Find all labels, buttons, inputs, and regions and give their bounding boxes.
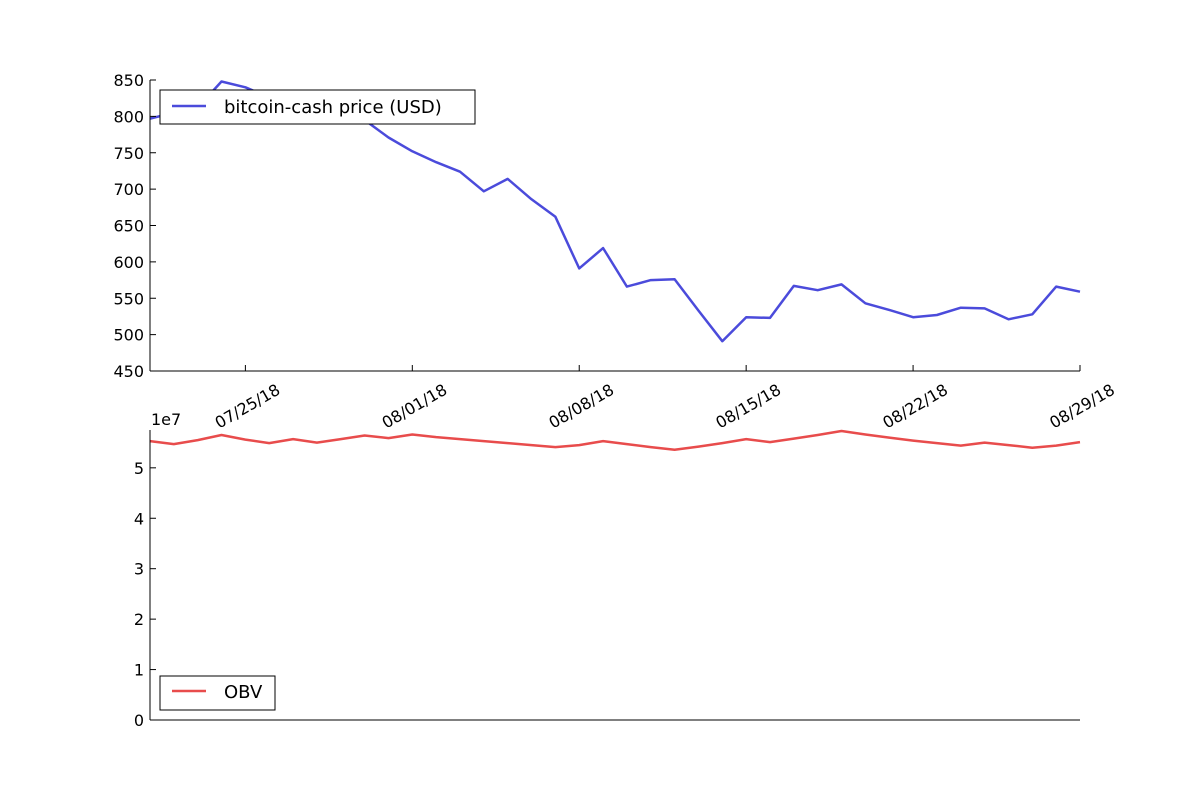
obv-legend-label: OBV: [224, 682, 263, 703]
price-y-tick-label: 800: [113, 107, 144, 126]
obv-y-tick-label: 5: [134, 459, 144, 478]
price-y-tick-label: 750: [113, 144, 144, 163]
obv-panel: 0 1 2 3 4 5 1e7 OBV: [134, 410, 1081, 730]
price-y-tick-label: 650: [113, 217, 144, 236]
obv-y-tick-label: 0: [134, 711, 144, 730]
price-y-tick-label: 550: [113, 289, 144, 308]
price-legend-label: bitcoin-cash price (USD): [224, 97, 442, 118]
obv-axes: [149, 430, 1080, 721]
obv-y-ticks: 0 1 2 3 4 5: [134, 459, 156, 730]
obv-y-offset-label: 1e7: [151, 410, 181, 429]
obv-series-line-0: [149, 429, 1081, 451]
price-y-tick-label: 700: [113, 180, 144, 199]
price-legend-box: [159, 89, 476, 125]
obv-legend-box: [159, 675, 276, 711]
price-y-tick-label: 850: [113, 71, 144, 90]
obv-y-tick-label: 1: [134, 661, 144, 680]
price-y-ticks: 450 500 550 600 650 700 750 800 850: [113, 71, 156, 381]
price-legend: bitcoin-cash price (USD): [159, 89, 476, 125]
price-y-tick-label: 500: [113, 326, 144, 345]
obv-y-tick-label: 4: [134, 509, 144, 528]
obv-y-tick-label: 2: [134, 610, 144, 629]
obv-legend: OBV: [159, 675, 276, 711]
price-y-tick-label: 450: [113, 362, 144, 381]
obv-y-tick-label: 3: [134, 560, 144, 579]
price-y-tick-label: 600: [113, 253, 144, 272]
obv-lines: [149, 429, 1081, 451]
